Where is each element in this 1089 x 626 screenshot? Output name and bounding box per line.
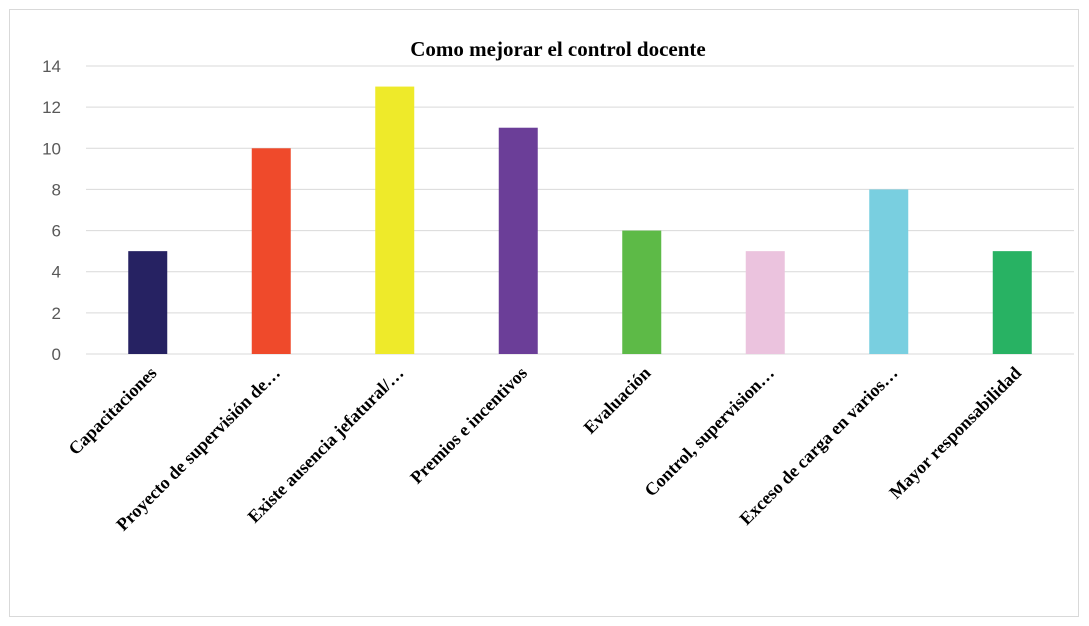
y-axis-ticks: 0 2 4 6 8 10 12 14	[42, 57, 61, 364]
bar	[869, 189, 909, 354]
y-tick-label: 10	[42, 139, 61, 158]
y-tick-label: 12	[42, 98, 61, 117]
gridlines	[86, 65, 1074, 355]
bar	[128, 251, 168, 354]
x-tick-label: Capacitaciones	[64, 363, 160, 459]
bar	[992, 251, 1032, 354]
y-tick-label: 4	[52, 263, 61, 282]
bar	[622, 230, 662, 354]
bar	[745, 251, 785, 354]
y-tick-label: 6	[52, 222, 61, 241]
bar	[251, 148, 291, 354]
bars	[128, 86, 1032, 355]
x-tick-label: Control, supervision…	[640, 363, 778, 501]
bar	[375, 86, 415, 355]
bar	[498, 127, 538, 354]
x-tick-label: Mayor responsabilidad	[885, 363, 1025, 503]
y-tick-label: 2	[52, 304, 61, 323]
y-tick-label: 14	[42, 57, 61, 76]
x-tick-label: Premios e incentivos	[406, 363, 531, 488]
y-tick-label: 0	[52, 345, 61, 364]
x-tick-label: Evaluación	[580, 363, 655, 438]
chart-title: Como mejorar el control docente	[410, 37, 705, 61]
y-tick-label: 8	[52, 180, 61, 199]
